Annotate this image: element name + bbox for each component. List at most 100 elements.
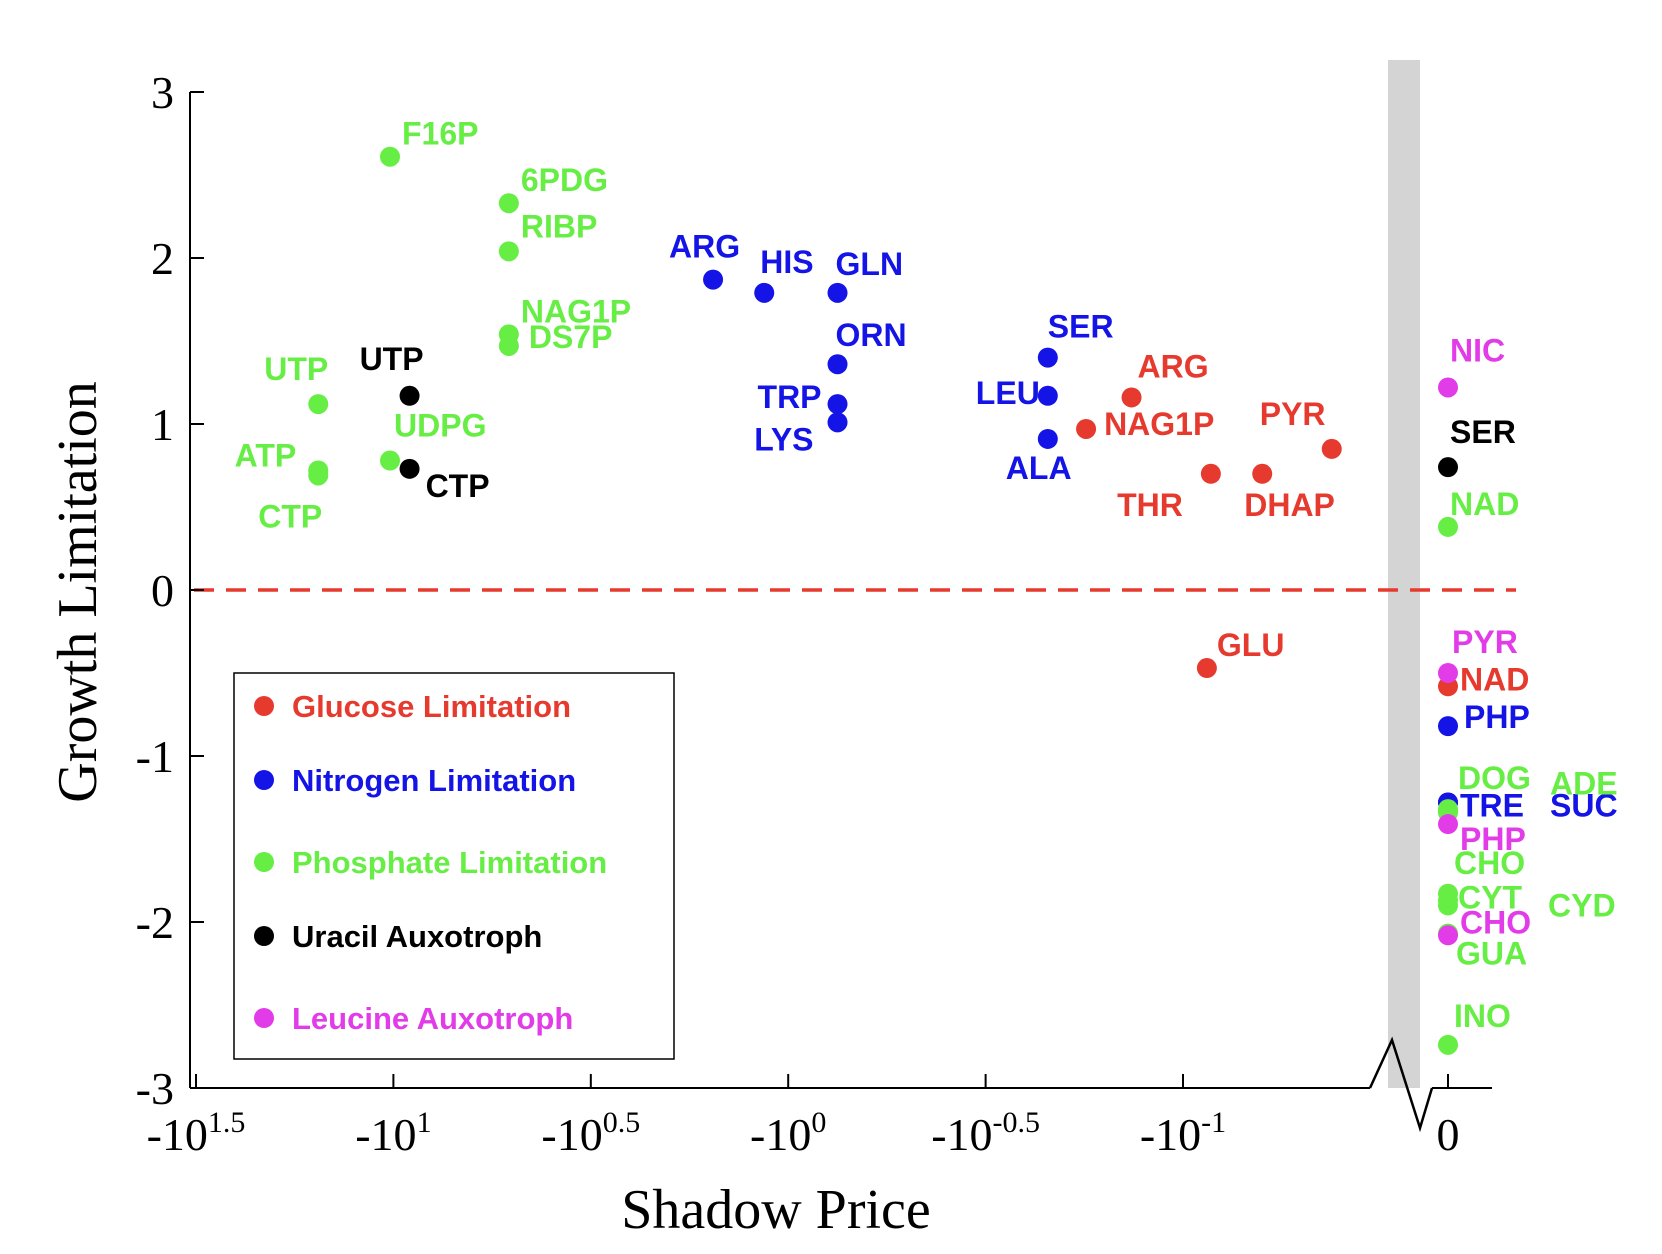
point-label: CTP [426,468,490,504]
legend-marker [254,696,274,716]
data-point [380,146,401,167]
point-label: ARG [1138,348,1209,384]
legend-box [233,672,675,1060]
data-point [380,450,401,471]
axis-break-band [1368,60,1434,1133]
point-label: UTP [264,351,328,387]
point-label: HIS [760,244,813,280]
point-label: GLN [836,246,904,282]
y-tick-label: 2 [151,233,174,284]
point-label: PHP [1460,821,1526,857]
data-point [1121,387,1142,408]
x-tick-label: 0 [1437,1109,1460,1160]
legend-label: Uracil Auxotroph [292,919,542,954]
legend-label: Phosphate Limitation [292,845,607,880]
point-label: CTP [258,498,322,534]
legend-label: Nitrogen Limitation [292,763,576,798]
point-label: INO [1454,998,1511,1034]
point-label: CHO [1460,904,1531,940]
y-tick-label: -1 [136,731,174,782]
point-label: CHO [1454,845,1525,881]
point-label: PYR [1452,624,1518,660]
x-tick-label: -101.5 [147,1106,246,1160]
point-label: TRE [1460,787,1524,823]
x-tick-label: -100 [750,1106,826,1160]
point-label: SUC [1550,787,1618,823]
point-label: PYR [1260,396,1326,432]
break-band [1388,60,1420,1088]
data-point [1252,463,1273,484]
data-point [1037,428,1058,449]
data-points [308,146,1458,1055]
data-point [827,282,848,303]
data-point [308,394,329,415]
data-point [1200,463,1221,484]
data-point [1438,925,1458,946]
point-label: TRP [758,379,822,415]
data-point [1438,377,1458,398]
point-label: UTP [360,341,424,377]
point-label: NAG1P [1104,406,1214,442]
data-point [1438,457,1458,478]
data-point [1438,895,1458,916]
point-label: 6PDG [521,162,608,198]
legend: Glucose Limitation Nitrogen Limitation Pho… [233,672,675,1060]
legend-marker [254,770,274,790]
point-label: SER [1450,414,1516,450]
ticks: 3 2 1 0 -1 -2 -3-101.5 -101 -100.5 -100 -10-0.5 -10… [136,67,1460,1160]
data-point [1196,658,1217,679]
break-zigzag [1368,1036,1434,1133]
legend-marker [254,852,274,872]
data-point [1037,347,1058,368]
data-point [498,241,519,262]
x-tick-label: -10-1 [1140,1106,1226,1160]
y-tick-label: -3 [136,1063,174,1114]
legend-label: Leucine Auxotroph [292,1001,573,1036]
data-point [399,385,420,406]
point-label: DS7P [529,319,613,355]
x-tick-label: -100.5 [541,1106,640,1160]
data-point [498,335,519,356]
point-label: GLU [1217,627,1285,663]
point-label: ORN [836,317,907,353]
point-label: SER [1048,309,1114,345]
y-tick-label: 3 [151,67,174,118]
data-point [1438,663,1458,683]
data-point [1438,814,1458,835]
point-label: DOG [1458,760,1531,796]
data-point [703,269,724,290]
data-point [399,458,420,479]
point-label: CYT [1458,879,1522,915]
y-tick-label: -2 [136,897,174,948]
point-label: LEU [976,375,1040,411]
legend-marker [254,1008,274,1028]
point-label: NIC [1450,332,1505,368]
data-point [827,412,848,433]
point-label: NAD [1460,661,1529,697]
data-point [754,282,775,303]
data-point [308,465,329,486]
point-label: RIBP [521,208,597,244]
point-label: ADE [1550,765,1618,801]
point-label: UDPG [394,408,486,444]
point-label: GUA [1456,936,1527,972]
point-label: ARG [669,229,740,265]
point-label: F16P [402,116,478,152]
x-tick-label: -10-0.5 [931,1106,1040,1160]
point-label: LYS [754,421,813,457]
data-point [1438,1034,1458,1055]
data-point [1321,438,1342,459]
point-label: DHAP [1244,487,1335,523]
data-point [827,354,848,375]
point-label: ALA [1006,450,1072,486]
data-point [1037,385,1058,406]
y-tick-label: 0 [151,565,174,616]
y-tick-label: 1 [151,399,174,450]
data-point [1076,418,1097,439]
point-labels: ARG NAG1P THR DHAP PYR GLU NAD ARG HIS GLN ORN TRP L… [235,116,1618,1034]
legend-label: Glucose Limitation [292,689,571,724]
x-axis-title: Shadow Price [621,1179,931,1241]
point-label: ATP [235,437,297,473]
point-label: THR [1117,487,1183,523]
